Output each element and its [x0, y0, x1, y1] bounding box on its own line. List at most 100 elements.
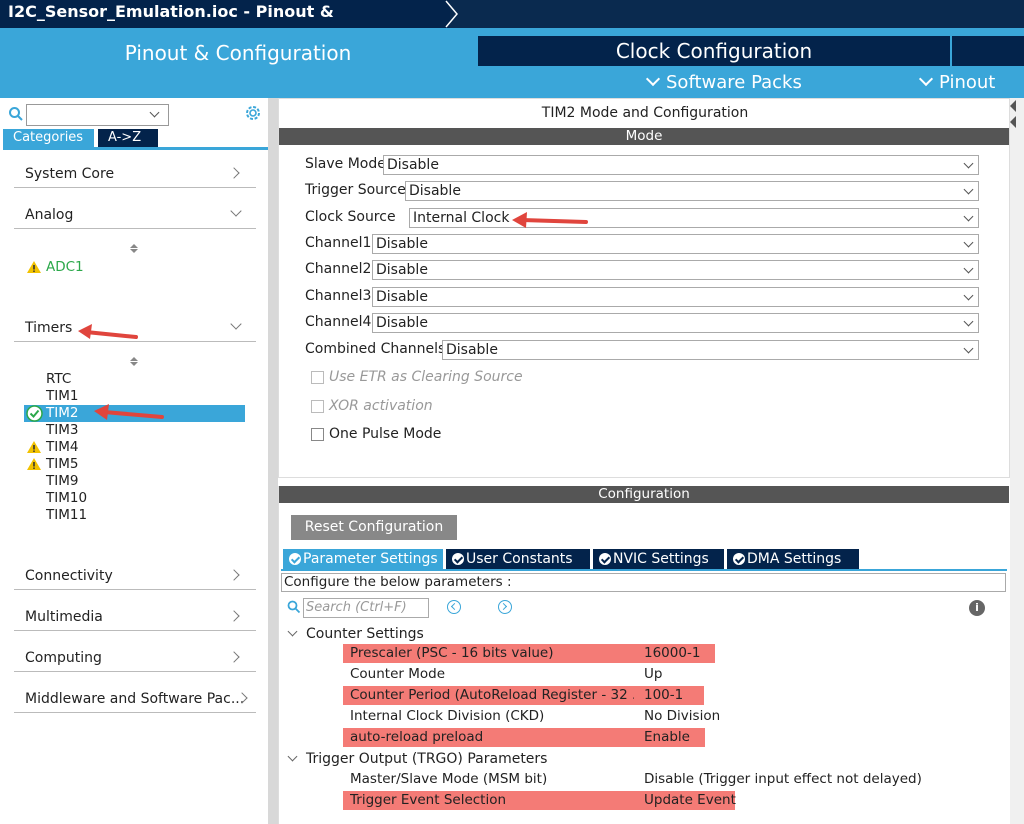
software-packs-label: Software Packs — [666, 72, 802, 93]
param-value: No Division — [644, 708, 721, 724]
group-label: Trigger Output (TRGO) Parameters — [306, 751, 548, 767]
check-circle-icon — [26, 405, 43, 422]
peripheral-label: TIM5 — [46, 456, 79, 472]
slave-mode-select[interactable]: Disable — [383, 155, 979, 175]
tab-a-to-z[interactable]: A->Z — [98, 129, 158, 147]
checkbox-label: XOR activation — [329, 398, 433, 414]
peripheral-label: TIM9 — [46, 473, 79, 489]
sidebar-item-rtc[interactable]: RTC — [24, 371, 245, 388]
right-gutter — [1010, 98, 1024, 824]
warning-icon — [27, 441, 41, 453]
search-input[interactable] — [26, 104, 169, 126]
select-value: Internal Clock — [413, 210, 510, 226]
section-timers[interactable]: Timers — [14, 316, 256, 342]
section-connectivity[interactable]: Connectivity — [14, 564, 256, 590]
trigger-source-select[interactable]: Disable — [405, 181, 979, 201]
mode-panel: TIM2 Mode and Configuration Mode Slave M… — [278, 98, 1010, 478]
tab-overflow[interactable] — [952, 36, 1024, 66]
check-icon — [733, 553, 745, 565]
channel4-select[interactable]: Disable — [372, 313, 979, 333]
trigger-source-field: Trigger Source Disable — [305, 181, 1005, 201]
sidebar-item-tim1[interactable]: TIM1 — [24, 388, 245, 405]
param-row-clock-division[interactable]: Internal Clock Division (CKD) No Divisio… — [343, 707, 763, 726]
tab-user-constants[interactable]: User Constants — [446, 549, 590, 569]
chevron-right-icon — [228, 167, 240, 179]
param-row-msm[interactable]: Master/Slave Mode (MSM bit) Disable (Tri… — [343, 770, 983, 789]
param-row-prescaler[interactable]: Prescaler (PSC - 16 bits value) 16000-1 — [343, 644, 715, 663]
collapse-arrow-icon[interactable] — [1010, 100, 1016, 112]
chevron-right-icon — [228, 610, 240, 622]
configuration-panel: Configuration Reset Configuration Parame… — [278, 486, 1010, 824]
panel-title: TIM2 Mode and Configuration — [541, 105, 749, 121]
next-match-icon[interactable] — [498, 600, 512, 614]
info-icon[interactable]: i — [969, 600, 985, 616]
sidebar-item-tim5[interactable]: TIM5 — [24, 456, 245, 473]
one-pulse-checkbox[interactable] — [311, 428, 324, 441]
sidebar-item-tim3[interactable]: TIM3 — [24, 422, 245, 439]
chevron-right-icon — [228, 651, 240, 663]
param-name: Trigger Event Selection — [350, 792, 507, 808]
param-search-input[interactable]: Search (Ctrl+F) — [303, 598, 429, 618]
check-icon — [289, 553, 301, 565]
clock-source-field: Clock Source Internal Clock — [305, 208, 1005, 228]
tab-parameter-settings[interactable]: Parameter Settings — [283, 549, 443, 569]
tab-dma-settings[interactable]: DMA Settings — [727, 549, 859, 569]
sidebar-splitter[interactable] — [268, 98, 278, 824]
tab-categories[interactable]: Categories — [3, 129, 94, 147]
sidebar-item-adc1[interactable]: ADC1 — [24, 259, 245, 276]
section-middleware[interactable]: Middleware and Software Pac... — [14, 687, 256, 713]
field-label: Slave Mode — [305, 156, 386, 172]
chevron-down-icon — [963, 343, 974, 354]
param-row-trigger-event[interactable]: Trigger Event Selection Update Event — [343, 791, 736, 810]
peripheral-label: RTC — [46, 371, 72, 387]
param-row-counter-mode[interactable]: Counter Mode Up — [343, 665, 743, 684]
chevron-down-icon — [963, 184, 974, 195]
chevron-right-icon — [228, 569, 240, 581]
tab-clock-configuration[interactable]: Clock Configuration — [478, 36, 950, 66]
select-value: Disable — [376, 236, 428, 252]
select-value: Disable — [376, 315, 428, 331]
section-analog[interactable]: Analog — [14, 203, 256, 229]
reset-configuration-button[interactable]: Reset Configuration — [291, 515, 457, 540]
sidebar-item-tim10[interactable]: TIM10 — [24, 490, 245, 507]
sidebar-item-tim11[interactable]: TIM11 — [24, 507, 245, 524]
xor-checkbox — [311, 400, 324, 413]
channel1-field: Channel1 Disable — [305, 234, 1005, 254]
sidebar-item-tim9[interactable]: TIM9 — [24, 473, 245, 490]
section-multimedia[interactable]: Multimedia — [14, 605, 256, 631]
sort-icon[interactable] — [130, 244, 138, 253]
clock-source-select[interactable]: Internal Clock — [409, 208, 979, 228]
field-label: Channel1 — [305, 235, 372, 251]
section-label: Multimedia — [25, 609, 103, 625]
combined-channels-select[interactable]: Disable — [442, 340, 979, 360]
section-label: Timers — [25, 320, 73, 336]
check-icon — [599, 553, 611, 565]
previous-match-icon[interactable] — [447, 600, 461, 614]
channel2-select[interactable]: Disable — [372, 260, 979, 280]
param-row-auto-reload-preload[interactable]: auto-reload preload Enable — [343, 728, 705, 747]
tab-pinout-configuration[interactable]: Pinout & Configuration — [0, 36, 476, 98]
param-row-counter-period[interactable]: Counter Period (AutoReload Register - 32… — [343, 686, 704, 705]
peripheral-label: TIM10 — [46, 490, 88, 506]
channel3-field: Channel3 Disable — [305, 287, 1005, 307]
channel3-select[interactable]: Disable — [372, 287, 979, 307]
chevron-down-icon — [645, 71, 661, 87]
gear-icon[interactable] — [244, 104, 262, 122]
field-label: Combined Channels — [305, 341, 446, 357]
section-system-core[interactable]: System Core — [14, 162, 256, 188]
sidebar-item-tim4[interactable]: TIM4 — [24, 439, 245, 456]
chevron-down-icon — [963, 211, 974, 222]
collapse-arrow-icon[interactable] — [1010, 116, 1016, 128]
param-name: Prescaler (PSC - 16 bits value) — [350, 645, 554, 661]
sort-icon[interactable] — [130, 357, 138, 366]
field-label: Channel3 — [305, 288, 372, 304]
select-value: Disable — [446, 342, 498, 358]
pinout-menu[interactable]: Pinout — [918, 70, 995, 96]
section-computing[interactable]: Computing — [14, 646, 256, 672]
etr-checkbox — [311, 371, 324, 384]
warning-icon — [27, 458, 41, 470]
software-packs-menu[interactable]: Software Packs — [645, 70, 802, 96]
chevron-down-icon — [963, 316, 974, 327]
tab-nvic-settings[interactable]: NVIC Settings — [593, 549, 724, 569]
channel1-select[interactable]: Disable — [372, 234, 979, 254]
